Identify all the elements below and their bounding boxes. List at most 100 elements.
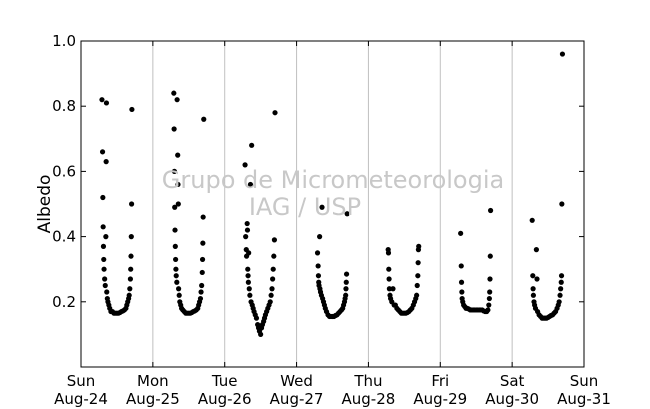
data-point [171,90,177,96]
data-point [415,273,421,279]
data-point [245,266,251,272]
x-tick-label-date: Aug-26 [198,390,252,408]
vertical-grid [152,41,513,367]
data-point [244,220,250,227]
data-point [267,299,273,305]
data-point [245,279,251,285]
data-point [102,276,108,282]
data-point [533,247,539,253]
y-tick-label: 1.0 [52,32,76,50]
data-point [171,168,178,174]
x-tick-label-day: Mon [137,372,169,390]
data-point [272,110,278,116]
x-tick-label-date: Aug-25 [126,390,180,408]
data-point [246,250,252,256]
data-point [458,279,465,285]
data-point [198,289,204,295]
data-point [176,292,182,298]
data-point [485,307,491,313]
data-point [315,263,321,269]
data-point [559,51,566,57]
data-point [319,204,325,210]
data-point [172,204,178,210]
data-point [486,295,492,302]
data-point [175,181,181,188]
data-point [171,126,177,132]
data-point [126,292,132,298]
data-point [487,289,493,295]
data-point [244,227,251,233]
data-point [199,282,205,289]
data-point [344,211,350,217]
data-point [270,276,276,282]
data-point [317,234,323,240]
data-point [102,282,108,289]
data-point [174,279,180,285]
data-point [253,315,260,321]
data-point [386,286,392,292]
x-tick-label-day: Sat [500,372,525,390]
data-point [173,273,179,279]
data-point [199,269,205,276]
data-point [530,286,536,292]
data-point [247,181,254,188]
data-point [129,106,135,113]
data-point [486,302,492,308]
x-tick-label-day: Sun [570,372,599,390]
data-point [530,273,536,279]
data-point [104,289,110,295]
data-point [174,97,180,103]
data-point [99,149,106,155]
data-point [557,292,563,298]
data-point [128,201,135,207]
x-tick-label-day: Thu [353,372,382,390]
y-axis-label: Albedo [35,175,55,234]
data-point [558,273,565,279]
data-point [100,194,106,201]
data-point [173,256,179,263]
data-point [175,152,181,158]
data-point [270,266,276,272]
x-tick-label-date: Aug-29 [413,390,467,408]
data-point [201,116,207,122]
data-point [386,276,392,282]
data-point [242,162,248,168]
y-tick-label: 0.6 [52,162,76,180]
data-point [343,279,349,285]
data-point [175,201,181,207]
axis-ticks [80,40,585,367]
data-point [386,266,392,272]
watermark-line-1: Grupo de Micrometeorologia [162,166,504,194]
data-point [415,260,421,266]
data-point [101,266,107,272]
y-tick-label: 0.2 [52,293,76,311]
data-point [487,276,493,282]
x-tick-label-day: Wed [280,372,313,390]
data-point [385,250,392,256]
data-point [487,207,494,214]
x-tick-label-date: Aug-31 [557,390,611,408]
data-point [390,286,396,292]
data-point [103,234,109,240]
x-tick-label-date: Aug-27 [270,390,324,408]
data-point [100,243,107,249]
data-point [246,286,252,292]
data-point [127,286,133,292]
data-point [268,292,274,298]
data-points [99,51,566,337]
data-point [343,286,349,292]
data-point [414,292,420,298]
x-tick-label-day: Fri [431,372,449,390]
data-point [173,266,179,272]
data-point [487,253,493,259]
data-point [243,234,249,240]
data-point [458,263,464,269]
data-point [343,271,350,277]
data-point [458,230,464,236]
data-point [314,250,321,256]
data-point [200,214,206,220]
data-point [258,331,264,337]
data-point [269,286,275,292]
x-tick-label-date: Aug-30 [485,390,539,408]
